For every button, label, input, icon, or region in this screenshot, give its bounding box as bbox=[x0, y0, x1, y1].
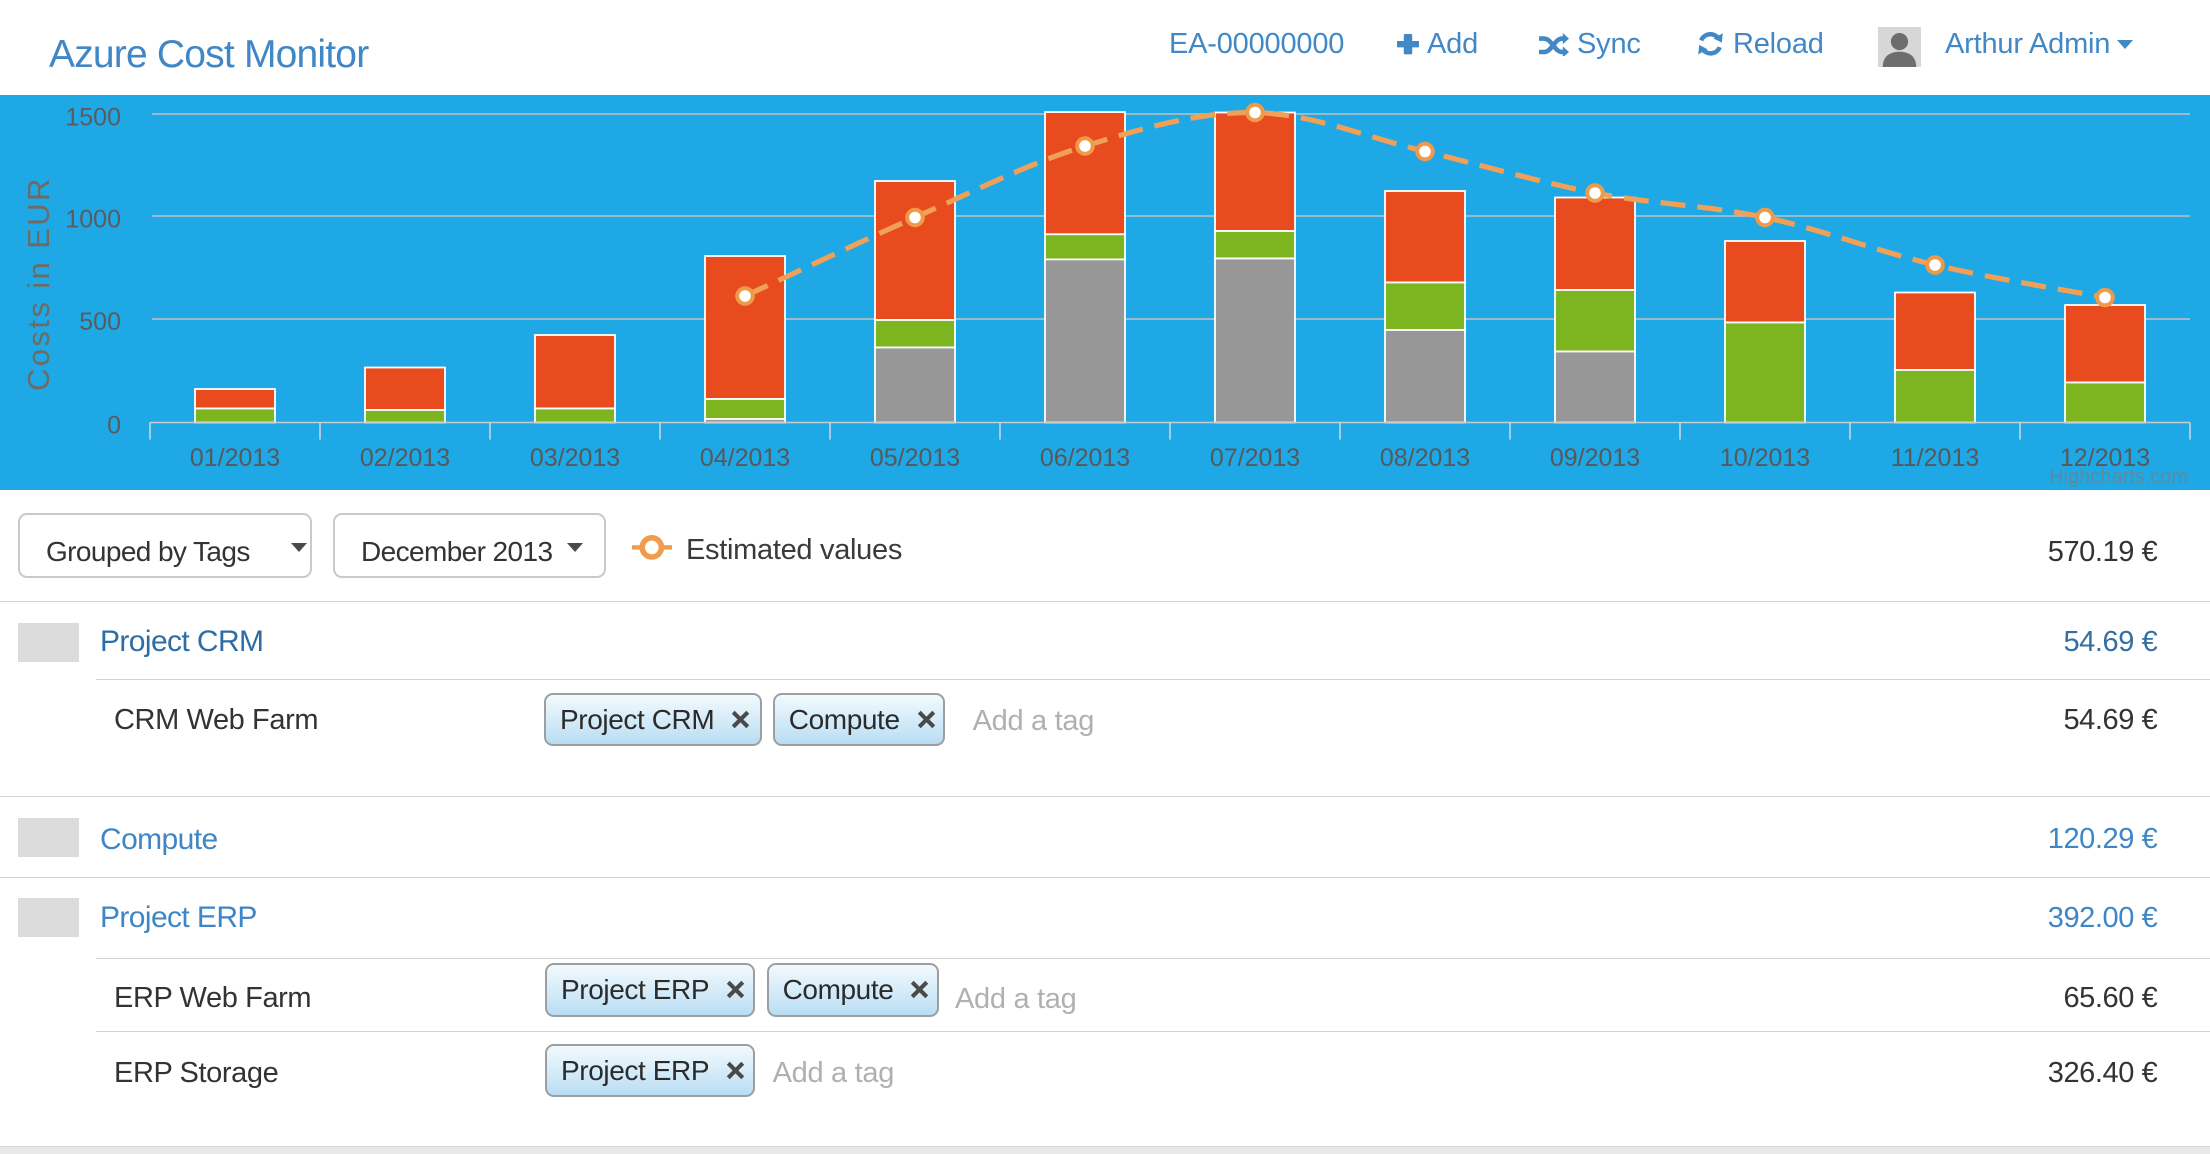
svg-text:1000: 1000 bbox=[65, 205, 121, 233]
svg-text:06/2013: 06/2013 bbox=[1040, 444, 1130, 472]
svg-text:0: 0 bbox=[107, 412, 121, 440]
svg-text:09/2013: 09/2013 bbox=[1550, 444, 1640, 472]
svg-text:03/2013: 03/2013 bbox=[530, 444, 620, 472]
svg-text:04/2013: 04/2013 bbox=[700, 444, 790, 472]
svg-text:08/2013: 08/2013 bbox=[1380, 444, 1470, 472]
svg-text:500: 500 bbox=[79, 308, 121, 336]
svg-text:02/2013: 02/2013 bbox=[360, 444, 450, 472]
svg-text:1500: 1500 bbox=[65, 103, 121, 131]
svg-text:07/2013: 07/2013 bbox=[1210, 444, 1300, 472]
svg-text:10/2013: 10/2013 bbox=[1720, 444, 1810, 472]
svg-text:05/2013: 05/2013 bbox=[870, 444, 960, 472]
svg-text:01/2013: 01/2013 bbox=[190, 444, 280, 472]
svg-text:12/2013: 12/2013 bbox=[2060, 444, 2150, 472]
svg-text:11/2013: 11/2013 bbox=[1891, 444, 1980, 472]
svg-text:Highcharts.com: Highcharts.com bbox=[2049, 466, 2188, 488]
svg-text:Costs in EUR: Costs in EUR bbox=[21, 176, 56, 391]
